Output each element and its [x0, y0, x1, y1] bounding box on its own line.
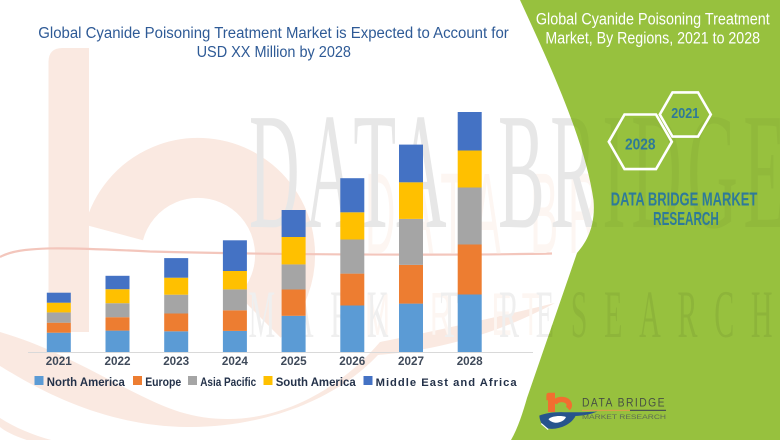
svg-text:2027: 2027	[398, 354, 424, 368]
svg-text:Global Cyanide Poisoning Treat: Global Cyanide Poisoning Treatment Marke…	[38, 25, 509, 42]
svg-text:Asia Pacific: Asia Pacific	[200, 375, 256, 389]
svg-text:USD XX Million by 2028: USD XX Million by 2028	[197, 44, 351, 61]
svg-text:Europe: Europe	[145, 375, 181, 389]
svg-text:2024: 2024	[222, 354, 248, 368]
svg-text:DATA BRIDGE MARKET: DATA BRIDGE MARKET	[611, 190, 758, 210]
svg-text:DATA BRIDGE: DATA BRIDGE	[582, 398, 666, 410]
svg-text:Middle East and Africa: Middle East and Africa	[376, 377, 518, 389]
svg-text:Market, By Regions, 2021 to 20: Market, By Regions, 2021 to 2028	[545, 29, 760, 47]
svg-text:2023: 2023	[163, 354, 189, 368]
svg-text:2025: 2025	[281, 354, 307, 368]
svg-text:MARKET RESEARCH: MARKET RESEARCH	[582, 415, 666, 421]
svg-text:2028: 2028	[625, 136, 656, 153]
svg-text:2021: 2021	[46, 354, 72, 368]
svg-text:South America: South America	[276, 375, 356, 389]
svg-text:Global Cyanide Poisoning Treat: Global Cyanide Poisoning Treatment	[536, 11, 770, 29]
svg-text:RESEARCH: RESEARCH	[653, 209, 719, 229]
svg-text:2021: 2021	[671, 105, 699, 122]
svg-text:2022: 2022	[105, 354, 131, 368]
svg-text:2028: 2028	[457, 354, 483, 368]
svg-text:2026: 2026	[339, 354, 365, 368]
svg-text:North America: North America	[47, 375, 125, 389]
